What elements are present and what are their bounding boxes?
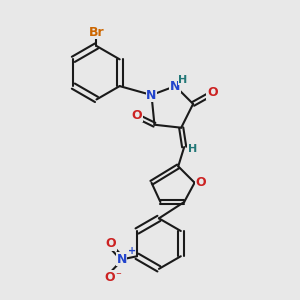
Text: Br: Br [89, 26, 104, 38]
Text: O: O [131, 109, 142, 122]
Text: ⁻: ⁻ [115, 272, 121, 281]
Text: N: N [116, 253, 127, 266]
Text: N: N [170, 80, 181, 93]
Text: O: O [207, 86, 218, 99]
Text: O: O [195, 176, 206, 189]
Text: +: + [128, 247, 136, 256]
Text: O: O [105, 271, 115, 284]
Text: N: N [146, 88, 157, 101]
Text: O: O [106, 237, 116, 250]
Text: H: H [188, 143, 197, 154]
Text: H: H [178, 75, 187, 85]
